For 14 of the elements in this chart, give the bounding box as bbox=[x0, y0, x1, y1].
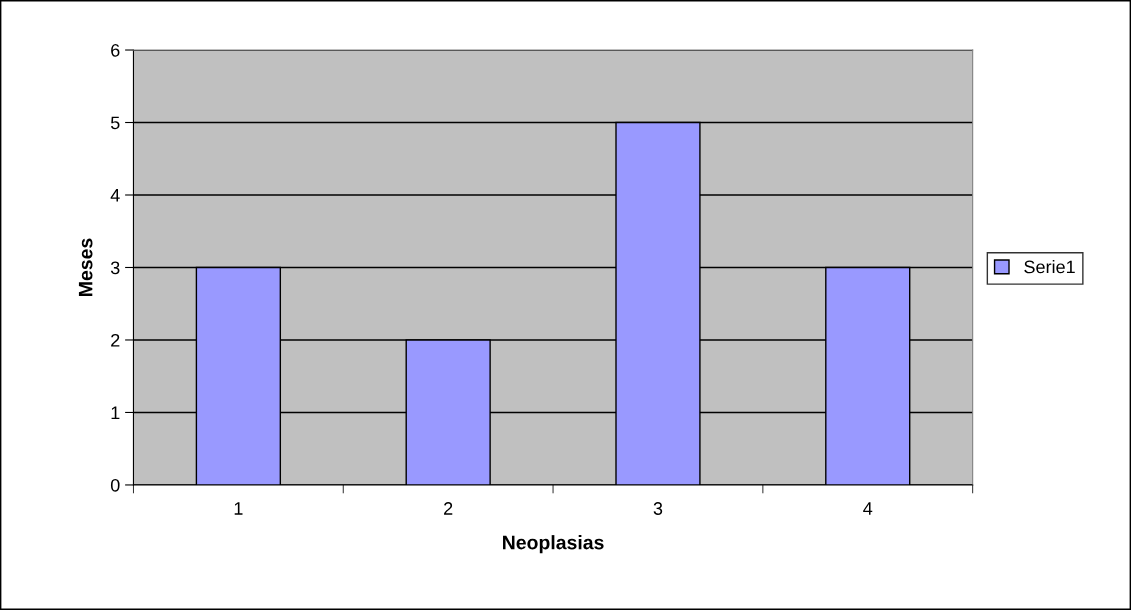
x-tick-label: 4 bbox=[863, 502, 873, 515]
y-tick-label: 2 bbox=[111, 333, 120, 347]
y-tick-label: 1 bbox=[111, 406, 120, 419]
x-tick-label: 2 bbox=[444, 502, 453, 515]
legend-label: Serie1 bbox=[1024, 260, 1075, 274]
y-tick-label: 5 bbox=[110, 116, 120, 130]
x-tick-label: 1 bbox=[234, 502, 243, 515]
y-axis-title: Meses bbox=[78, 238, 93, 296]
x-tick-label: 3 bbox=[653, 502, 663, 515]
x-axis-title: Neoplasias bbox=[503, 535, 604, 554]
y-tick-label: 4 bbox=[110, 189, 120, 202]
y-tick-label: 3 bbox=[110, 261, 120, 275]
y-tick-label: 0 bbox=[110, 478, 120, 492]
y-tick-label: 6 bbox=[111, 43, 120, 57]
